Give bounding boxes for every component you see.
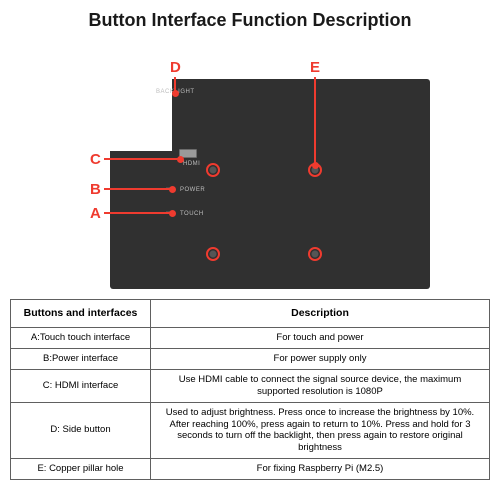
diagram: BACKLIGHT HDMI POWER TOUCH ABCDE <box>0 37 500 297</box>
cell-key: C: HDMI interface <box>11 369 151 402</box>
cell-desc: For power supply only <box>151 349 490 370</box>
table-row: A:Touch touch interfaceFor touch and pow… <box>11 328 490 349</box>
callout-letter: E <box>310 59 320 76</box>
description-table: Buttons and interfaces Description A:Tou… <box>10 299 490 480</box>
callout-dot-icon <box>172 90 179 97</box>
cell-key: E: Copper pillar hole <box>11 459 151 480</box>
callout-letter: D <box>170 59 181 76</box>
callout-letter: C <box>90 151 101 168</box>
col-header-buttons: Buttons and interfaces <box>11 300 151 328</box>
table-row: E: Copper pillar holeFor fixing Raspberr… <box>11 459 490 480</box>
callout-line <box>314 77 316 165</box>
cell-key: A:Touch touch interface <box>11 328 151 349</box>
table-row: B:Power interfaceFor power supply only <box>11 349 490 370</box>
cell-key: D: Side button <box>11 402 151 459</box>
cell-desc: For touch and power <box>151 328 490 349</box>
copper-pillar-icon <box>206 163 220 177</box>
table-row: D: Side buttonUsed to adjust brightness.… <box>11 402 490 459</box>
table-header-row: Buttons and interfaces Description <box>11 300 490 328</box>
cell-desc: Used to adjust brightness. Press once to… <box>151 402 490 459</box>
cell-desc: Use HDMI cable to connect the signal sou… <box>151 369 490 402</box>
callout-line <box>104 188 172 190</box>
callout-line <box>104 158 180 160</box>
col-header-description: Description <box>151 300 490 328</box>
label-hdmi: HDMI <box>183 161 200 167</box>
copper-pillar-icon <box>206 247 220 261</box>
label-touch: TOUCH <box>180 211 204 217</box>
copper-pillar-icon <box>308 247 322 261</box>
callout-dot-icon <box>312 162 319 169</box>
label-power: POWER <box>180 187 205 193</box>
callout-dot-icon <box>169 210 176 217</box>
callout-dot-icon <box>177 156 184 163</box>
table-row: C: HDMI interfaceUse HDMI cable to conne… <box>11 369 490 402</box>
cell-desc: For fixing Raspberry Pi (M2.5) <box>151 459 490 480</box>
page-title: Button Interface Function Description <box>0 0 500 37</box>
callout-dot-icon <box>169 186 176 193</box>
cell-key: B:Power interface <box>11 349 151 370</box>
table-body: A:Touch touch interfaceFor touch and pow… <box>11 328 490 480</box>
callout-letter: B <box>90 181 101 198</box>
callout-line <box>104 212 172 214</box>
callout-letter: A <box>90 205 101 222</box>
